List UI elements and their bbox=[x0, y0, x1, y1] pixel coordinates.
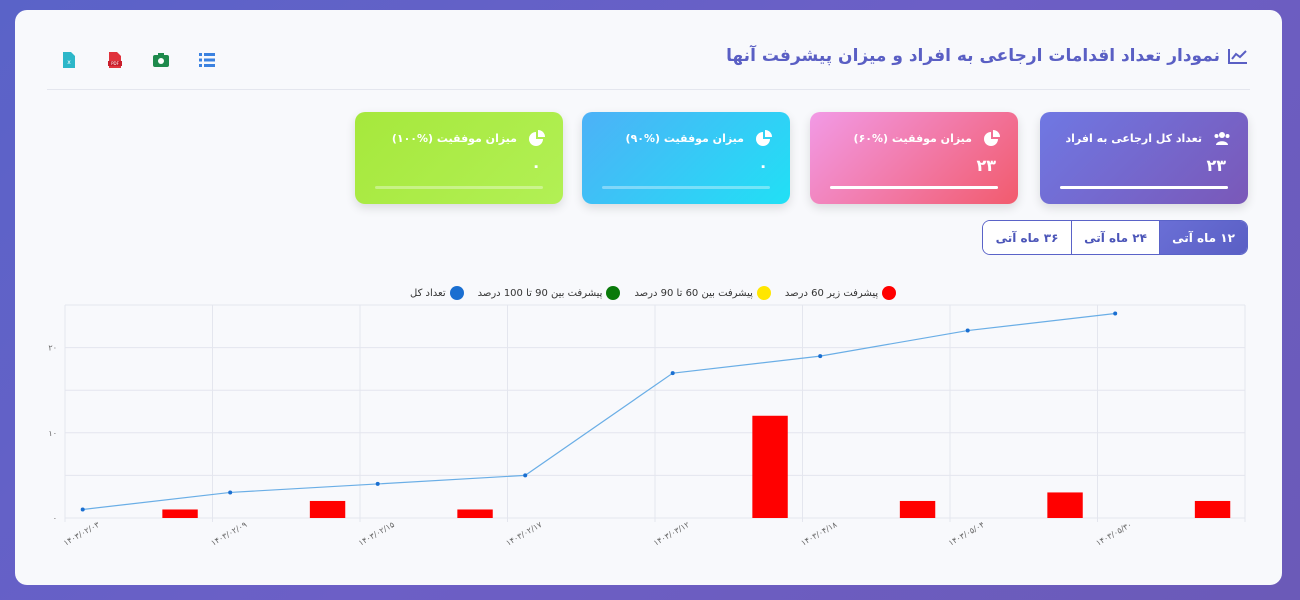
y-tick-label: ۰ bbox=[53, 514, 57, 523]
chart-legend: پیشرفت زیر 60 درصد پیشرفت بین 60 تا 90 د… bbox=[410, 286, 897, 300]
pie-icon bbox=[984, 130, 1000, 146]
data-point bbox=[1113, 311, 1118, 316]
stat-label: میزان موفقیت (%۶۰) bbox=[853, 132, 972, 145]
header-divider bbox=[47, 89, 1250, 90]
chart-card: نمودار تعداد اقدامات ارجاعی به افراد و م… bbox=[15, 10, 1282, 585]
x-tick-label: ۱۴۰۳/۰۲/۱۷ bbox=[504, 520, 544, 548]
stat-value: ۲۳ bbox=[1206, 156, 1226, 175]
pie-icon bbox=[756, 130, 772, 146]
page-title-text: نمودار تعداد اقدامات ارجاعی به افراد و م… bbox=[726, 46, 1220, 66]
bar bbox=[1047, 492, 1083, 518]
table-view-button[interactable] bbox=[197, 50, 217, 70]
x-tick-label: ۱۴۰۳/۰۲/۰۳ bbox=[62, 520, 102, 548]
pie-icon bbox=[529, 130, 545, 146]
stat-card-90: میزان موفقیت (%۹۰) ۰ bbox=[582, 112, 790, 204]
pdf-export-button[interactable]: PDF bbox=[105, 50, 125, 70]
card-header: نمودار تعداد اقدامات ارجاعی به افراد و م… bbox=[15, 10, 1282, 90]
stat-value: ۰ bbox=[758, 156, 768, 175]
list-icon bbox=[199, 53, 215, 67]
stat-progress bbox=[602, 186, 770, 189]
stat-value: ۰ bbox=[531, 156, 541, 175]
data-point bbox=[818, 354, 823, 359]
legend-label: تعداد کل bbox=[410, 287, 446, 299]
stat-card-60: میزان موفقیت (%۶۰) ۲۳ bbox=[810, 112, 1018, 204]
stat-progress bbox=[830, 186, 998, 189]
y-tick-label: ۲۰ bbox=[48, 344, 57, 353]
legend-marker bbox=[606, 286, 621, 300]
legend-item[interactable]: پیشرفت بین 60 تا 90 درصد bbox=[634, 286, 771, 300]
x-tick-label: ۱۴۰۳/۰۲/۰۹ bbox=[209, 520, 248, 548]
bar bbox=[162, 509, 198, 518]
stat-progress bbox=[1060, 186, 1228, 189]
period-24-months[interactable]: ۲۴ ماه آتی bbox=[1071, 221, 1159, 254]
stat-label: میزان موفقیت (%۹۰) bbox=[625, 132, 744, 145]
line-chart-icon bbox=[1228, 49, 1247, 64]
stat-progress-fill bbox=[1060, 186, 1228, 189]
x-tick-label: ۱۴۰۳/۰۴/۱۸ bbox=[799, 520, 839, 548]
export-toolbar: x PDF bbox=[59, 50, 217, 70]
series-line bbox=[82, 312, 1116, 511]
x-tick-label: ۱۴۰۳/۰۵/۳۰ bbox=[1094, 520, 1133, 548]
period-12-months[interactable]: ۱۲ ماه آتی bbox=[1159, 221, 1247, 254]
progress-chart: ۰ ۱۰ ۲۰ ۱۴۰۳/۰۲/۰۳ ۱۴۰۳/۰۲/۰۹ ۱۴۰۳/۰۲/۱۵ ۱۴۰۳/… bbox=[48, 304, 1246, 548]
stat-value: ۲۳ bbox=[976, 156, 996, 175]
excel-icon: x bbox=[63, 52, 75, 68]
screenshot-button[interactable] bbox=[151, 50, 171, 70]
data-point bbox=[375, 481, 380, 486]
data-point bbox=[80, 507, 85, 512]
data-point bbox=[965, 328, 970, 333]
users-icon bbox=[1214, 132, 1230, 145]
pdf-icon: PDF bbox=[108, 52, 122, 68]
x-tick-label: ۱۴۰۳/۰۲/۱۵ bbox=[357, 520, 396, 548]
legend-item[interactable]: پیشرفت زیر 60 درصد bbox=[784, 286, 897, 300]
svg-text:PDF: PDF bbox=[111, 61, 119, 66]
legend-marker bbox=[449, 286, 464, 300]
bar bbox=[457, 509, 493, 518]
data-point bbox=[523, 473, 528, 478]
legend-marker bbox=[882, 286, 897, 300]
svg-text:x: x bbox=[67, 59, 71, 66]
legend-label: پیشرفت زیر 60 درصد bbox=[784, 287, 879, 299]
data-point bbox=[670, 371, 675, 376]
stat-progress bbox=[375, 186, 543, 189]
period-36-months[interactable]: ۳۶ ماه آتی bbox=[983, 221, 1071, 254]
legend-item[interactable]: تعداد کل bbox=[410, 286, 464, 300]
bar bbox=[752, 415, 788, 518]
bar bbox=[309, 500, 346, 518]
excel-export-button[interactable]: x bbox=[59, 50, 79, 70]
stat-progress-fill bbox=[830, 186, 998, 189]
bar bbox=[899, 500, 936, 518]
x-tick-label: ۱۴۰۳/۰۳/۱۲ bbox=[652, 520, 691, 548]
x-tick-label: ۱۴۰۳/۰۵/۰۴ bbox=[947, 520, 986, 548]
legend-item[interactable]: پیشرفت بین 90 تا 100 درصد bbox=[478, 286, 621, 300]
data-point bbox=[228, 490, 233, 495]
period-selector: ۱۲ ماه آتی ۲۴ ماه آتی ۳۶ ماه آتی bbox=[982, 220, 1248, 255]
bar bbox=[1194, 500, 1231, 518]
stat-label: میزان موفقیت (%۱۰۰) bbox=[391, 132, 517, 145]
legend-label: پیشرفت بین 90 تا 100 درصد bbox=[477, 287, 603, 299]
stat-card-total: تعداد کل ارجاعی به افراد ۲۳ bbox=[1040, 112, 1248, 204]
page-title: نمودار تعداد اقدامات ارجاعی به افراد و م… bbox=[726, 46, 1248, 66]
stat-label: تعداد کل ارجاعی به افراد bbox=[1065, 132, 1202, 145]
legend-marker bbox=[756, 286, 771, 300]
camera-icon bbox=[153, 53, 169, 67]
legend-label: پیشرفت بین 60 تا 90 درصد bbox=[634, 287, 753, 299]
y-tick-label: ۱۰ bbox=[48, 429, 57, 438]
stat-card-100: میزان موفقیت (%۱۰۰) ۰ bbox=[355, 112, 563, 204]
